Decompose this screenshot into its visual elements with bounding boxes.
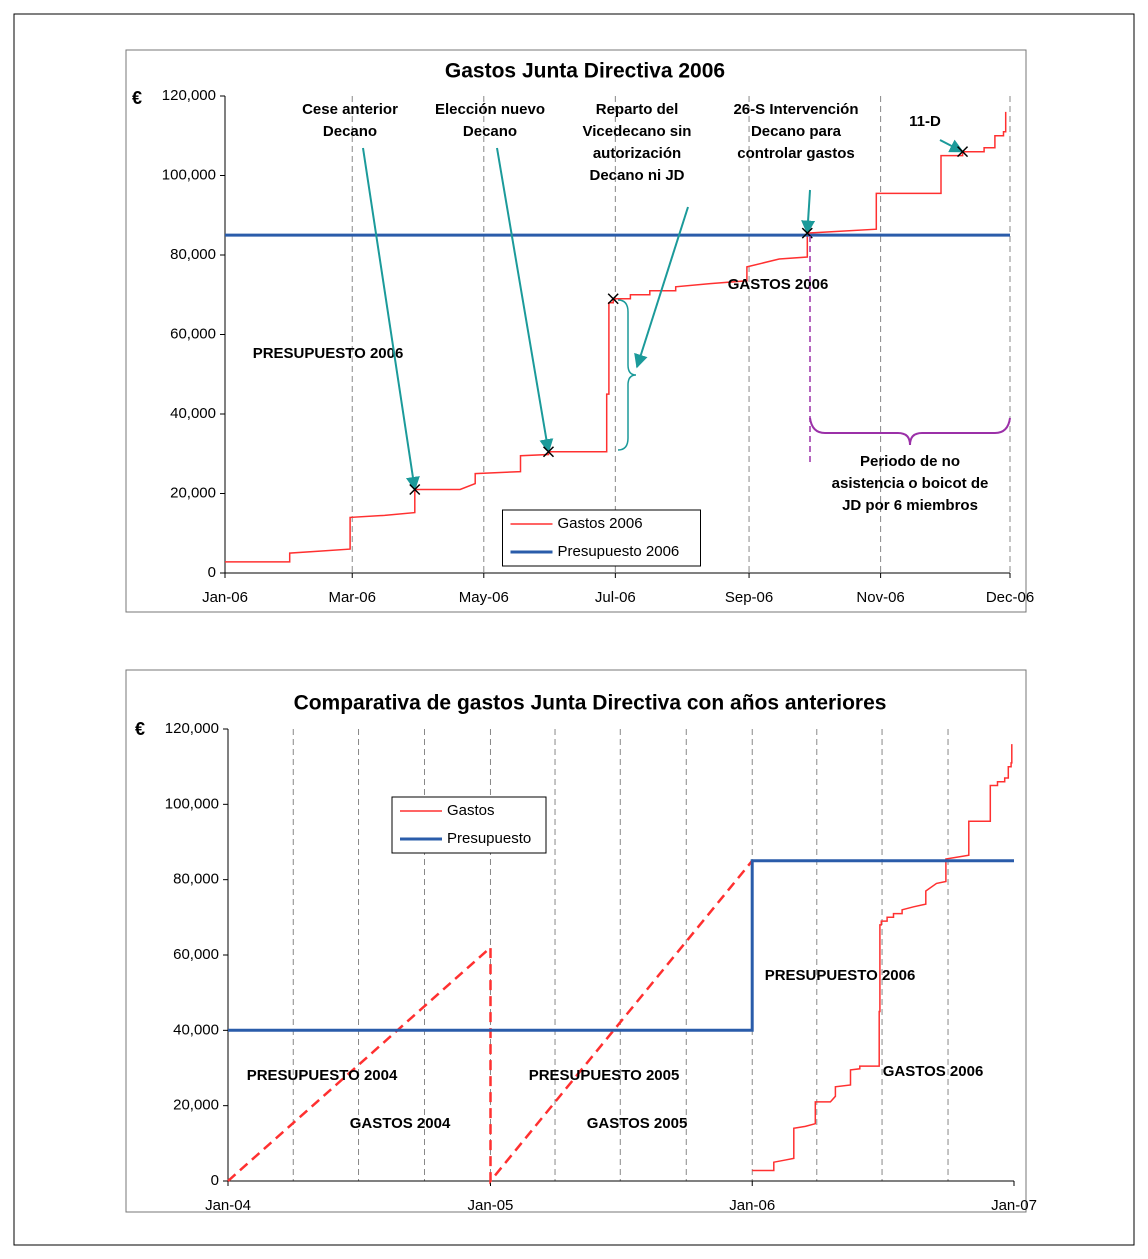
- period-text: asistencia o boicot de: [832, 475, 989, 492]
- annotation-marker: [957, 146, 969, 158]
- period-text: Periodo de no: [860, 453, 960, 470]
- y-tick-label: 100,000: [165, 795, 219, 812]
- annotation-arrow: [801, 189, 816, 235]
- series-label: PRESUPUESTO 2006: [765, 967, 916, 984]
- annotation-text: 26-S Intervención: [733, 101, 858, 118]
- y-tick-label: 80,000: [170, 246, 216, 263]
- chart-title: Comparativa de gastos Junta Directiva co…: [294, 692, 887, 715]
- y-axis-label: €: [132, 88, 142, 108]
- x-tick-label: Jan-06: [202, 589, 248, 606]
- y-tick-label: 100,000: [162, 166, 216, 183]
- page-border: [13, 13, 1135, 1246]
- series-line: [228, 859, 1014, 1032]
- annotation-text: Decano: [323, 123, 377, 140]
- x-tick-label: Jan-06: [729, 1197, 775, 1214]
- annotation-arrow: [634, 206, 689, 369]
- y-axis-label: €: [135, 719, 145, 739]
- y-tick-label: 40,000: [170, 405, 216, 422]
- annotation-marker: [409, 483, 421, 496]
- legend-label: Gastos 2006: [558, 515, 643, 532]
- chart-title: Gastos Junta Directiva 2006: [445, 60, 725, 83]
- x-tick-label: Jul-06: [595, 589, 636, 606]
- annotation-arrow: [496, 147, 554, 454]
- y-tick-label: 120,000: [165, 720, 219, 737]
- y-tick-label: 120,000: [162, 87, 216, 104]
- series-line: [752, 744, 1013, 1172]
- x-tick-label: Mar-06: [328, 589, 376, 606]
- y-tick-label: 60,000: [173, 946, 219, 963]
- legend-box: [391, 796, 547, 854]
- series-label: PRESUPUESTO 2006: [253, 345, 404, 362]
- x-tick-label: Nov-06: [856, 589, 904, 606]
- y-tick-label: 40,000: [173, 1021, 219, 1038]
- period-text: JD por 6 miembros: [842, 497, 978, 514]
- x-tick-label: Jan-04: [205, 1197, 251, 1214]
- annotation-text: Cese anterior: [302, 101, 398, 118]
- annotation-arrow: [939, 139, 964, 153]
- annotation-text: controlar gastos: [737, 145, 855, 162]
- x-tick-label: Dec-06: [986, 589, 1034, 606]
- annotation-text: Elección nuevo: [435, 101, 545, 118]
- annotation-text: 11-D: [909, 113, 941, 130]
- y-tick-label: 60,000: [170, 325, 216, 342]
- series-line: [225, 111, 1007, 563]
- x-tick-label: Jan-05: [468, 1197, 514, 1214]
- y-tick-label: 0: [208, 564, 216, 581]
- legend-label: Presupuesto: [447, 830, 531, 847]
- period-brace: [809, 417, 1011, 446]
- annotation-marker: [542, 446, 555, 458]
- annotation-text: Decano: [463, 123, 517, 140]
- y-tick-label: 0: [211, 1172, 219, 1189]
- series-label: GASTOS 2006: [728, 276, 829, 293]
- y-tick-label: 20,000: [170, 484, 216, 501]
- legend-label: Gastos: [447, 802, 495, 819]
- series-label: GASTOS 2005: [587, 1115, 688, 1132]
- annotation-text: autorización: [593, 145, 681, 162]
- x-tick-label: Sep-06: [725, 589, 773, 606]
- legend-label: Presupuesto 2006: [558, 543, 680, 560]
- annotation-marker: [607, 293, 619, 305]
- annotation-text: Decano ni JD: [589, 167, 684, 184]
- series-line: [227, 860, 754, 1185]
- brace: [617, 299, 637, 451]
- annotation-arrow: [362, 147, 420, 491]
- series-label: PRESUPUESTO 2005: [529, 1067, 680, 1084]
- annotation-text: Decano para: [751, 123, 842, 140]
- chart-frame: [125, 669, 1027, 1213]
- series-label: PRESUPUESTO 2004: [247, 1067, 398, 1084]
- x-tick-label: Jan-07: [991, 1197, 1037, 1214]
- annotation-text: Vicedecano sin: [583, 123, 692, 140]
- y-tick-label: 80,000: [173, 871, 219, 888]
- legend-box: [502, 509, 701, 567]
- y-tick-label: 20,000: [173, 1097, 219, 1114]
- series-label: GASTOS 2004: [350, 1115, 451, 1132]
- x-tick-label: May-06: [459, 589, 509, 606]
- series-label: GASTOS 2006: [883, 1063, 984, 1080]
- annotation-text: Reparto del: [596, 101, 679, 118]
